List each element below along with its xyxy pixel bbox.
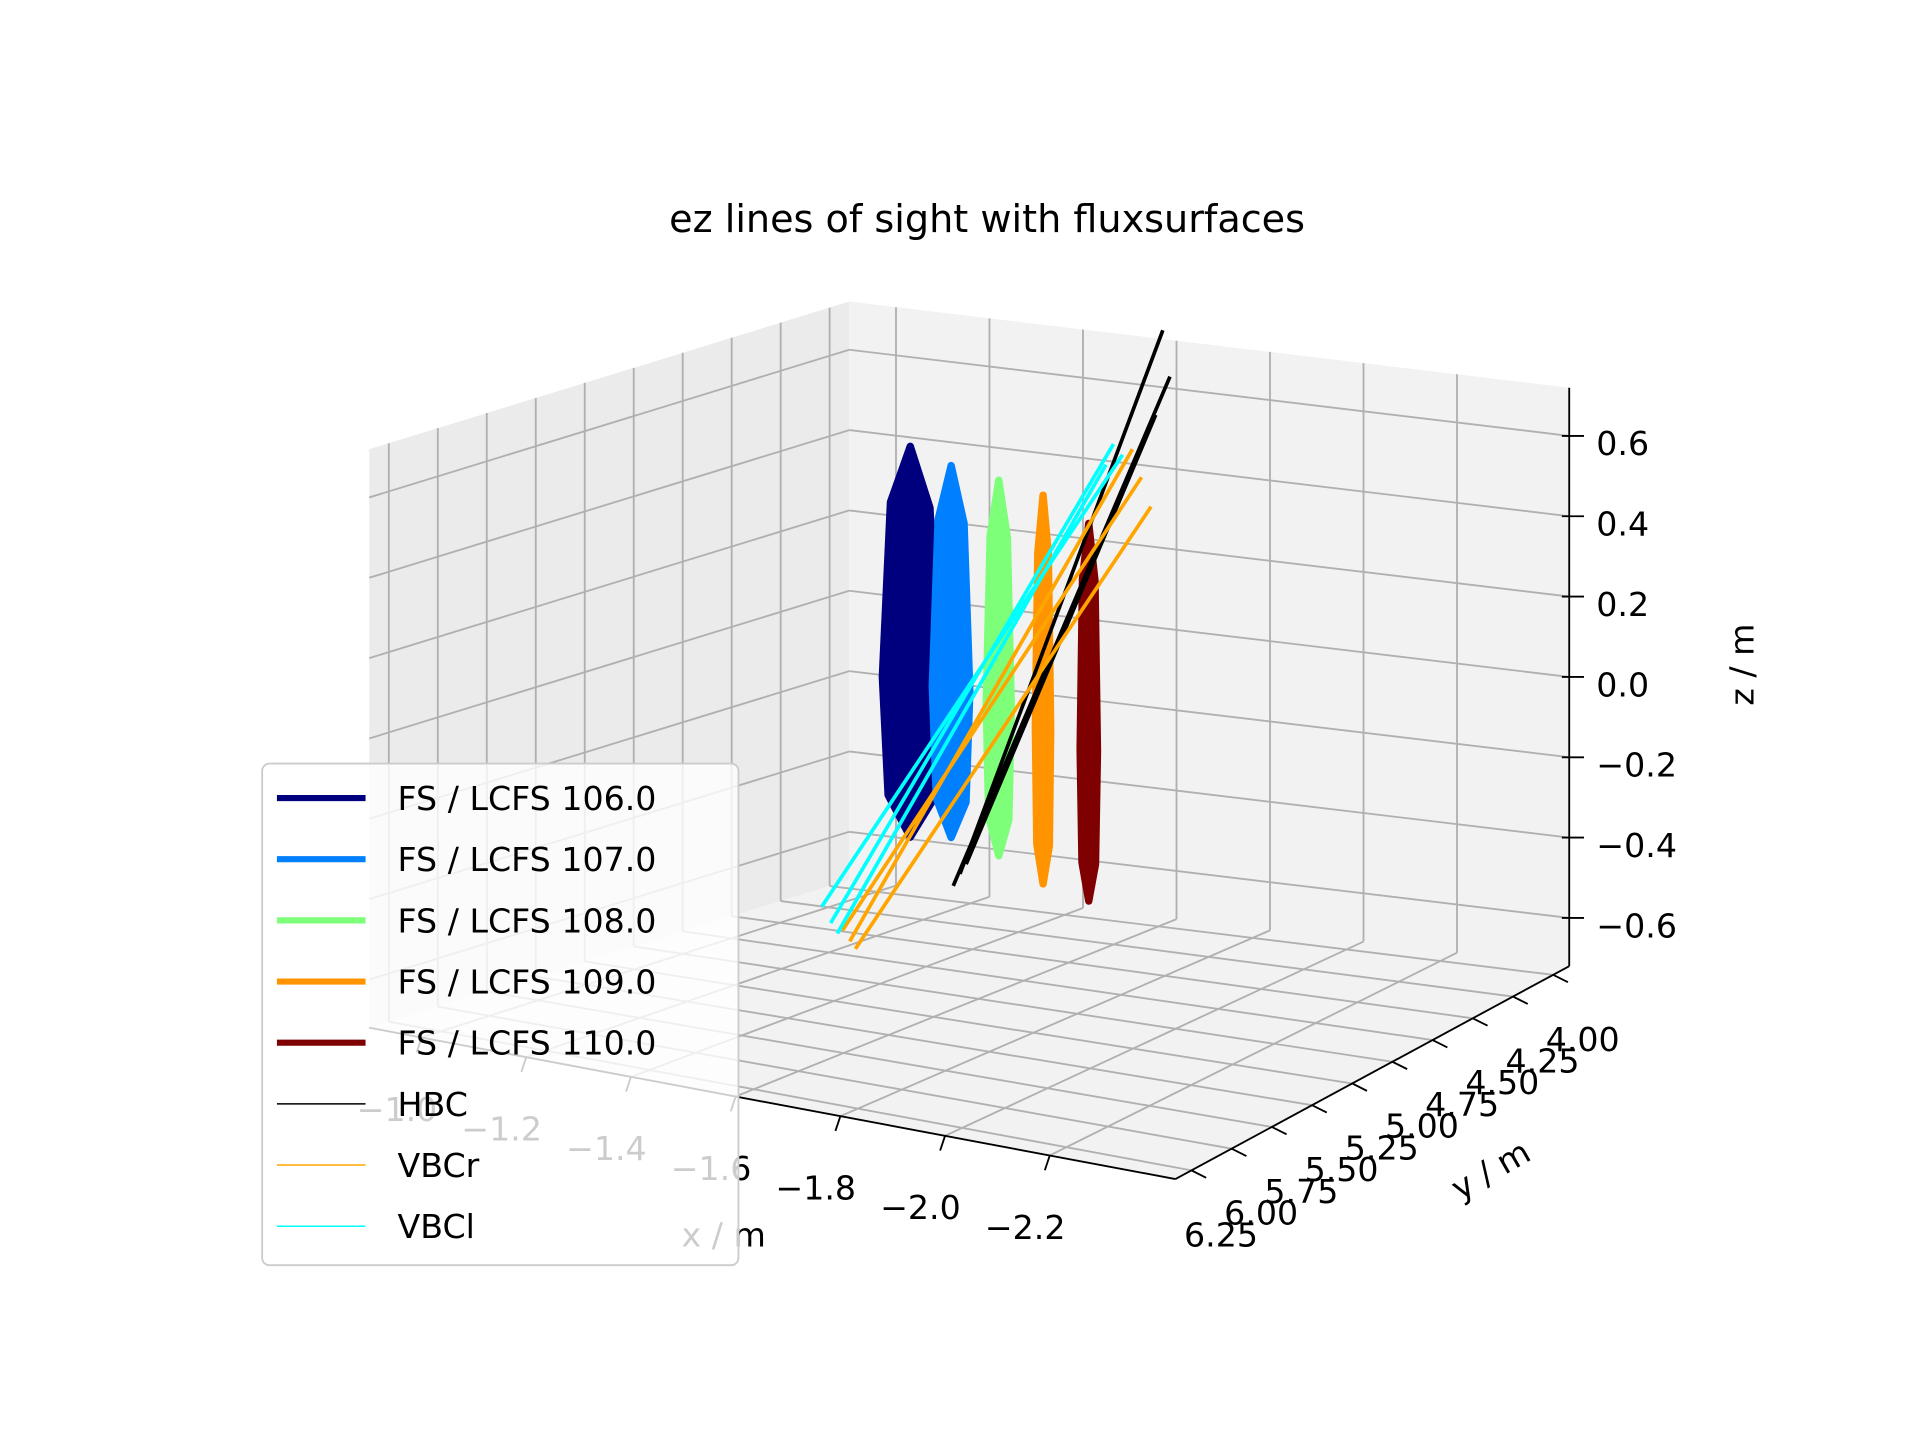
legend-label: HBC bbox=[398, 1085, 468, 1124]
chart-title: ez lines of sight with fluxsurfaces bbox=[669, 197, 1305, 241]
marks bbox=[820, 329, 1172, 950]
legend-label: VBCr bbox=[398, 1146, 480, 1185]
z-tick-label: −0.4 bbox=[1596, 826, 1677, 865]
z-tick-label: 0.0 bbox=[1596, 665, 1649, 704]
x-tick-label: −1.8 bbox=[775, 1169, 856, 1208]
x-grid-line bbox=[1049, 951, 1458, 1157]
y-grid-line bbox=[682, 930, 1433, 1041]
y-grid-line bbox=[633, 945, 1393, 1063]
y-grid-line bbox=[780, 900, 1514, 998]
x-grid-line bbox=[839, 929, 1271, 1118]
z-tick-label: −0.2 bbox=[1596, 746, 1677, 785]
y-tick-label: 4.25 bbox=[1506, 1042, 1580, 1081]
x-tick-mark bbox=[939, 1135, 946, 1151]
z-grid-line bbox=[368, 429, 850, 579]
legend: FS / LCFS 106.0 FS / LCFS 107.0 FS / LCFS … bbox=[261, 762, 740, 1267]
y-tick-label: 4.50 bbox=[1465, 1063, 1539, 1102]
y-tick-label: 4.00 bbox=[1546, 1020, 1620, 1059]
z-grid-line bbox=[368, 589, 850, 740]
x-grid-line bbox=[735, 918, 1177, 1098]
x-tick-mark bbox=[1043, 1155, 1051, 1171]
y-tick-label: 6.25 bbox=[1184, 1215, 1258, 1254]
line-of-sight bbox=[840, 448, 1153, 950]
y-tick-label: 6.00 bbox=[1224, 1194, 1298, 1233]
y-tick-mark bbox=[1351, 1082, 1368, 1092]
y-tick-mark bbox=[1271, 1126, 1288, 1136]
flux-surface bbox=[928, 461, 974, 842]
y-tick-label: 5.25 bbox=[1345, 1128, 1419, 1167]
legend-label: FS / LCFS 108.0 bbox=[398, 901, 657, 940]
z-tick-label: 0.6 bbox=[1596, 424, 1649, 463]
z-grid-line bbox=[368, 509, 850, 660]
y-tick-mark bbox=[1311, 1104, 1328, 1114]
legend-frame bbox=[261, 762, 740, 1267]
y-tick-mark bbox=[1552, 974, 1569, 984]
x-tick-mark bbox=[834, 1115, 842, 1132]
y-tick-mark bbox=[1472, 1017, 1488, 1027]
z-tick-label: −0.6 bbox=[1596, 906, 1677, 945]
y-tick-label: 5.75 bbox=[1264, 1172, 1338, 1211]
legend-label: FS / LCFS 109.0 bbox=[398, 963, 657, 1002]
y-tick-mark bbox=[1191, 1169, 1207, 1179]
flux-surface bbox=[1076, 519, 1102, 905]
z-grid-line bbox=[849, 348, 1570, 437]
y-axis bbox=[1174, 965, 1570, 1180]
flux-surface bbox=[1031, 491, 1055, 888]
y-grid-line bbox=[829, 885, 1554, 976]
z-grid-line bbox=[368, 348, 850, 499]
y-tick-label: 4.75 bbox=[1425, 1085, 1499, 1124]
y-tick-mark bbox=[1391, 1060, 1408, 1070]
line-of-sight bbox=[820, 443, 1125, 935]
x-tick-label: −2.2 bbox=[985, 1208, 1066, 1247]
legend-label: FS / LCFS 110.0 bbox=[398, 1024, 657, 1063]
y-tick-label: 5.00 bbox=[1385, 1107, 1459, 1146]
legend-label: FS / LCFS 106.0 bbox=[398, 779, 657, 818]
z-grid-line bbox=[849, 509, 1570, 598]
legend-label: FS / LCFS 107.0 bbox=[398, 840, 657, 879]
flux-surface bbox=[878, 442, 942, 841]
z-axis-label: z / m bbox=[1723, 624, 1762, 706]
x-tick-label: −2.0 bbox=[880, 1188, 961, 1227]
y-tick-mark bbox=[1432, 1039, 1448, 1049]
y-tick-mark bbox=[1512, 995, 1529, 1005]
x-grid-line bbox=[944, 940, 1364, 1137]
y-tick-label: 5.50 bbox=[1305, 1150, 1379, 1189]
z-tick-label: 0.4 bbox=[1596, 505, 1649, 544]
y-tick-mark bbox=[1231, 1147, 1247, 1157]
z-grid-line bbox=[849, 429, 1570, 518]
legend-label: VBCl bbox=[398, 1207, 475, 1246]
z-tick-label: 0.2 bbox=[1596, 585, 1649, 624]
